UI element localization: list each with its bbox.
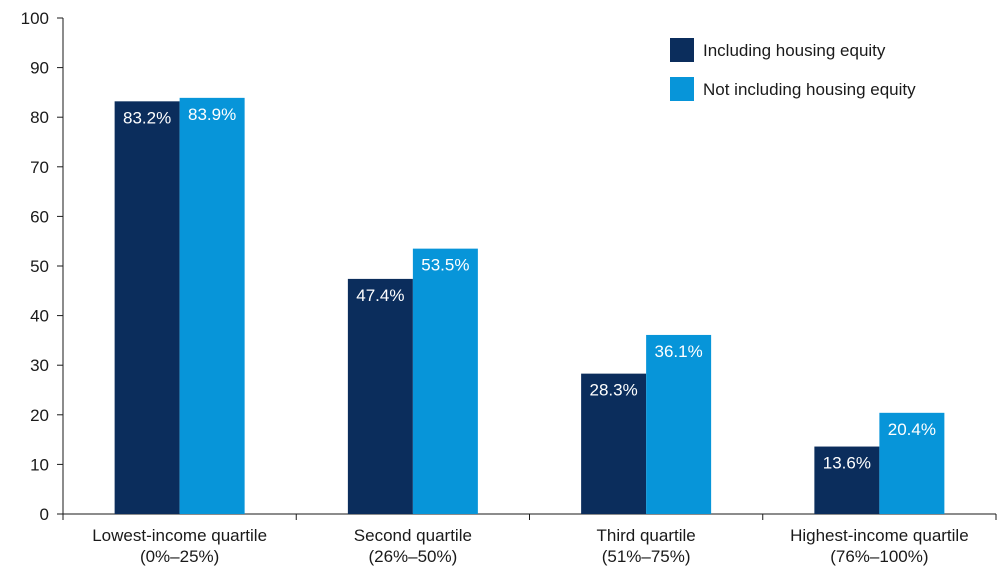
y-tick-label: 20 [30,406,49,425]
data-label: 13.6% [823,454,871,473]
y-tick-label: 50 [30,257,49,276]
y-tick-label: 30 [30,356,49,375]
legend-label: Not including housing equity [703,80,916,99]
y-tick-label: 90 [30,59,49,78]
x-tick-label: Lowest-income quartile [92,526,267,545]
data-label: 28.3% [590,381,638,400]
data-label: 53.5% [421,256,469,275]
y-tick-label: 60 [30,207,49,226]
y-tick-label: 40 [30,307,49,326]
bar [114,101,180,514]
x-tick-label: (26%–50%) [368,547,457,566]
data-label: 83.9% [188,105,236,124]
data-label: 83.2% [123,108,171,127]
bar [581,373,647,514]
bar [814,446,880,514]
x-tick-label: Second quartile [354,526,472,545]
data-label: 20.4% [888,420,936,439]
bar [646,334,712,514]
legend: Including housing equity Not including ho… [670,38,916,101]
data-label: 47.4% [356,286,404,305]
y-tick-label: 100 [21,9,49,28]
data-label: 36.1% [655,342,703,361]
x-tick-label: Third quartile [597,526,696,545]
y-tick-label: 80 [30,108,49,127]
bars: 83.2% 47.4% 28.3% 13.6% 83.9% 53.5% 36.1% 20.4% [114,97,945,514]
x-tick-label: (0%–25%) [140,547,219,566]
x-tick-label: (51%–75%) [602,547,691,566]
y-tick-label: 70 [30,158,49,177]
bar [179,97,245,514]
x-tick-label: Highest-income quartile [790,526,969,545]
bar [879,412,945,514]
legend-swatch [670,77,694,101]
x-tick-label: (76%–100%) [830,547,928,566]
legend-swatch [670,38,694,62]
legend-label: Including housing equity [703,41,886,60]
y-tick-label: 10 [30,455,49,474]
bar [412,248,478,514]
y-tick-label: 0 [40,505,49,524]
axes: 0 10 20 30 40 50 60 70 80 90 100 Lowest-income quar… [21,9,997,566]
bar [347,278,413,514]
